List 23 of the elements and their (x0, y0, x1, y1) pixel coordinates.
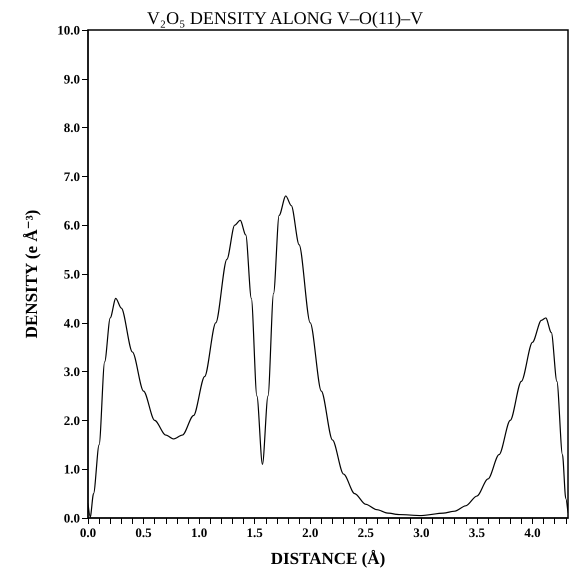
x-tick-label: 3.5 (468, 525, 486, 540)
y-tick-label: 0.0 (64, 510, 80, 526)
y-tick-label: 8.0 (64, 120, 80, 136)
x-axis-title: DISTANCE (Å) (270, 549, 386, 568)
x-tick-label: 0.5 (135, 525, 152, 540)
x-tick-label: 3.0 (413, 525, 430, 540)
chart-title: V₂O₅ DENSITY ALONG V–O(11)–V (146, 8, 424, 28)
y-tick-label: 6.0 (64, 218, 80, 233)
x-tick-label: 4.0 (524, 525, 541, 540)
y-tick-label: 7.0 (64, 168, 80, 184)
y-tick-label: 4.0 (64, 315, 80, 330)
y-axis-title: DENSITY (e Å⁻³) (22, 210, 41, 338)
y-tick-label: 3.0 (64, 364, 80, 380)
y-tick-label: 9.0 (64, 71, 80, 86)
y-tick-label: 10.0 (57, 22, 80, 38)
x-tick-label: 2.0 (302, 525, 318, 540)
y-tick-label: 1.0 (64, 462, 80, 477)
x-tick-label: 2.5 (358, 525, 374, 540)
x-tick-label: 1.5 (246, 525, 264, 540)
y-tick-label: 5.0 (64, 266, 80, 282)
x-tick-label: 0.0 (80, 525, 96, 540)
x-tick-label: 1.0 (190, 525, 208, 540)
y-tick-label: 2.0 (64, 412, 80, 428)
